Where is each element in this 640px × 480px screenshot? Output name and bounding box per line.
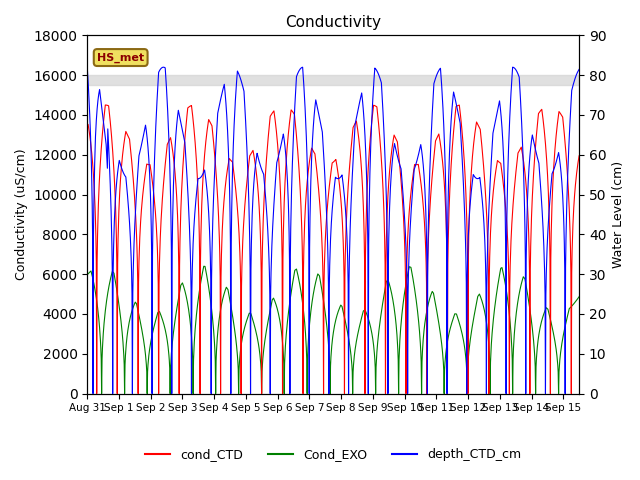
Legend: cond_CTD, Cond_EXO, depth_CTD_cm: cond_CTD, Cond_EXO, depth_CTD_cm [140,443,526,466]
Y-axis label: Conductivity (uS/cm): Conductivity (uS/cm) [15,149,28,280]
Bar [87,75,579,85]
Text: HS_met: HS_met [97,52,144,63]
Y-axis label: Water Level (cm): Water Level (cm) [612,161,625,268]
Title: Conductivity: Conductivity [285,15,381,30]
